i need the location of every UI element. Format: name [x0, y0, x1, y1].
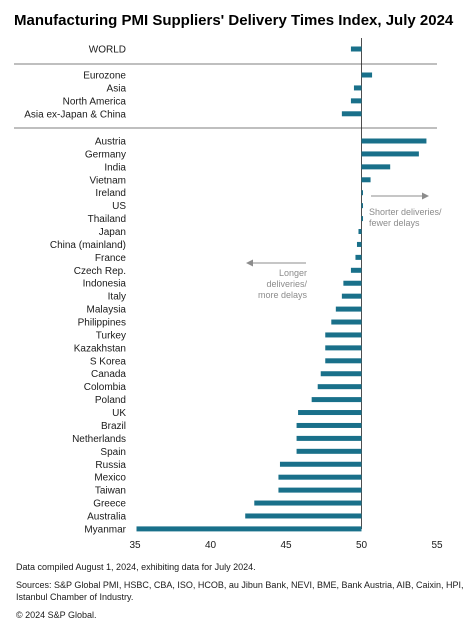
- category-label-japan: Japan: [99, 227, 126, 238]
- bar-philippines: [331, 319, 362, 325]
- bar-myanmar: [136, 526, 362, 532]
- category-label-canada: Canada: [91, 369, 126, 380]
- footer-sources-line-1: Sources: S&P Global PMI, HSBC, CBA, ISO,…: [16, 580, 464, 590]
- x-tick-label-50: 50: [356, 540, 368, 551]
- category-label-australia: Australia: [87, 511, 126, 522]
- bar-uk: [298, 410, 362, 416]
- bar-canada: [320, 371, 362, 377]
- bar-japan: [358, 229, 362, 235]
- bar-france: [355, 254, 362, 260]
- bar-turkey: [325, 332, 362, 338]
- category-label-austria: Austria: [95, 137, 127, 148]
- bar-greece: [254, 500, 362, 506]
- bar-mexico: [278, 474, 362, 480]
- category-label-spain: Spain: [100, 447, 126, 458]
- category-label-world: WORLD: [89, 45, 126, 56]
- footer-sources-line-2: Istanbul Chamber of Industry.: [16, 592, 133, 602]
- bar-vietnam: [361, 177, 371, 183]
- bar-poland: [311, 397, 362, 403]
- x-tick-label-35: 35: [129, 540, 141, 551]
- bar-colombia: [317, 384, 362, 390]
- bar-austria: [361, 138, 427, 144]
- category-label-brazil: Brazil: [101, 421, 126, 432]
- category-label-greece: Greece: [93, 499, 126, 510]
- bar-s-korea: [325, 358, 362, 364]
- bar-czech-rep: [350, 267, 362, 273]
- category-label-asia-ex-japan-china: Asia ex-Japan & China: [24, 109, 126, 120]
- bar-us: [361, 203, 364, 209]
- bar-ireland: [361, 190, 364, 196]
- category-label-malaysia: Malaysia: [87, 305, 127, 316]
- annotation-right-line-2: fewer delays: [369, 218, 420, 228]
- category-label-ireland: Ireland: [95, 188, 126, 199]
- annotation-right-line-1: Shorter deliveries/: [369, 207, 442, 217]
- category-label-s-korea: S Korea: [90, 356, 127, 367]
- category-label-colombia: Colombia: [84, 382, 127, 393]
- category-label-vietnam: Vietnam: [89, 175, 126, 186]
- category-label-china-mainland: China (mainland): [50, 240, 126, 251]
- category-label-france: France: [95, 253, 127, 264]
- bar-malaysia: [335, 306, 362, 312]
- x-tick-label-55: 55: [431, 540, 443, 551]
- annotation-left-line-3: more delays: [258, 290, 308, 300]
- bar-brazil: [296, 422, 362, 428]
- bar-italy: [341, 293, 362, 299]
- category-label-czech-rep: Czech Rep.: [74, 266, 126, 277]
- category-label-poland: Poland: [95, 395, 126, 406]
- bar-spain: [296, 448, 362, 454]
- bar-russia: [279, 461, 362, 467]
- annotation-arrow-left-head: [246, 259, 253, 267]
- bar-kazakhstan: [325, 345, 362, 351]
- category-label-north-america: North America: [63, 96, 127, 107]
- category-label-asia: Asia: [107, 83, 127, 94]
- category-label-thailand: Thailand: [88, 214, 126, 225]
- annotation-left-line-2: deliveries/: [266, 279, 307, 289]
- footer-copyright: © 2024 S&P Global.: [16, 610, 97, 620]
- category-label-italy: Italy: [108, 292, 126, 303]
- bar-world: [350, 46, 362, 52]
- bar-taiwan: [278, 487, 362, 493]
- category-label-philippines: Philippines: [78, 318, 126, 329]
- annotation-left-line-1: Longer: [279, 268, 307, 278]
- bar-china-mainland: [356, 241, 362, 247]
- category-label-eurozone: Eurozone: [83, 71, 126, 82]
- bar-germany: [361, 151, 419, 157]
- footer-note: Data compiled August 1, 2024, exhibiting…: [16, 562, 256, 572]
- category-label-uk: UK: [112, 408, 126, 419]
- bar-australia: [245, 513, 362, 519]
- chart-title: Manufacturing PMI Suppliers' Delivery Ti…: [14, 12, 454, 29]
- x-tick-label-45: 45: [280, 540, 292, 551]
- category-label-myanmar: Myanmar: [84, 524, 126, 535]
- bar-asia-ex-japan-china: [341, 111, 362, 117]
- category-label-russia: Russia: [95, 460, 126, 471]
- x-tick-label-40: 40: [205, 540, 217, 551]
- category-label-indonesia: Indonesia: [83, 279, 127, 290]
- category-label-turkey: Turkey: [96, 330, 126, 341]
- annotation-arrow-right-head: [422, 192, 429, 200]
- category-label-kazakhstan: Kazakhstan: [74, 343, 126, 354]
- bar-eurozone: [361, 72, 373, 78]
- category-label-us: US: [112, 201, 126, 212]
- bar-north-america: [350, 98, 362, 104]
- bar-netherlands: [296, 435, 362, 441]
- category-label-netherlands: Netherlands: [72, 434, 126, 445]
- bar-thailand: [361, 216, 364, 222]
- bar-asia: [353, 85, 362, 91]
- bar-indonesia: [343, 280, 362, 286]
- category-label-mexico: Mexico: [94, 473, 126, 484]
- category-label-germany: Germany: [85, 149, 126, 160]
- category-label-india: India: [104, 162, 126, 173]
- bar-india: [361, 164, 391, 170]
- category-label-taiwan: Taiwan: [95, 486, 126, 497]
